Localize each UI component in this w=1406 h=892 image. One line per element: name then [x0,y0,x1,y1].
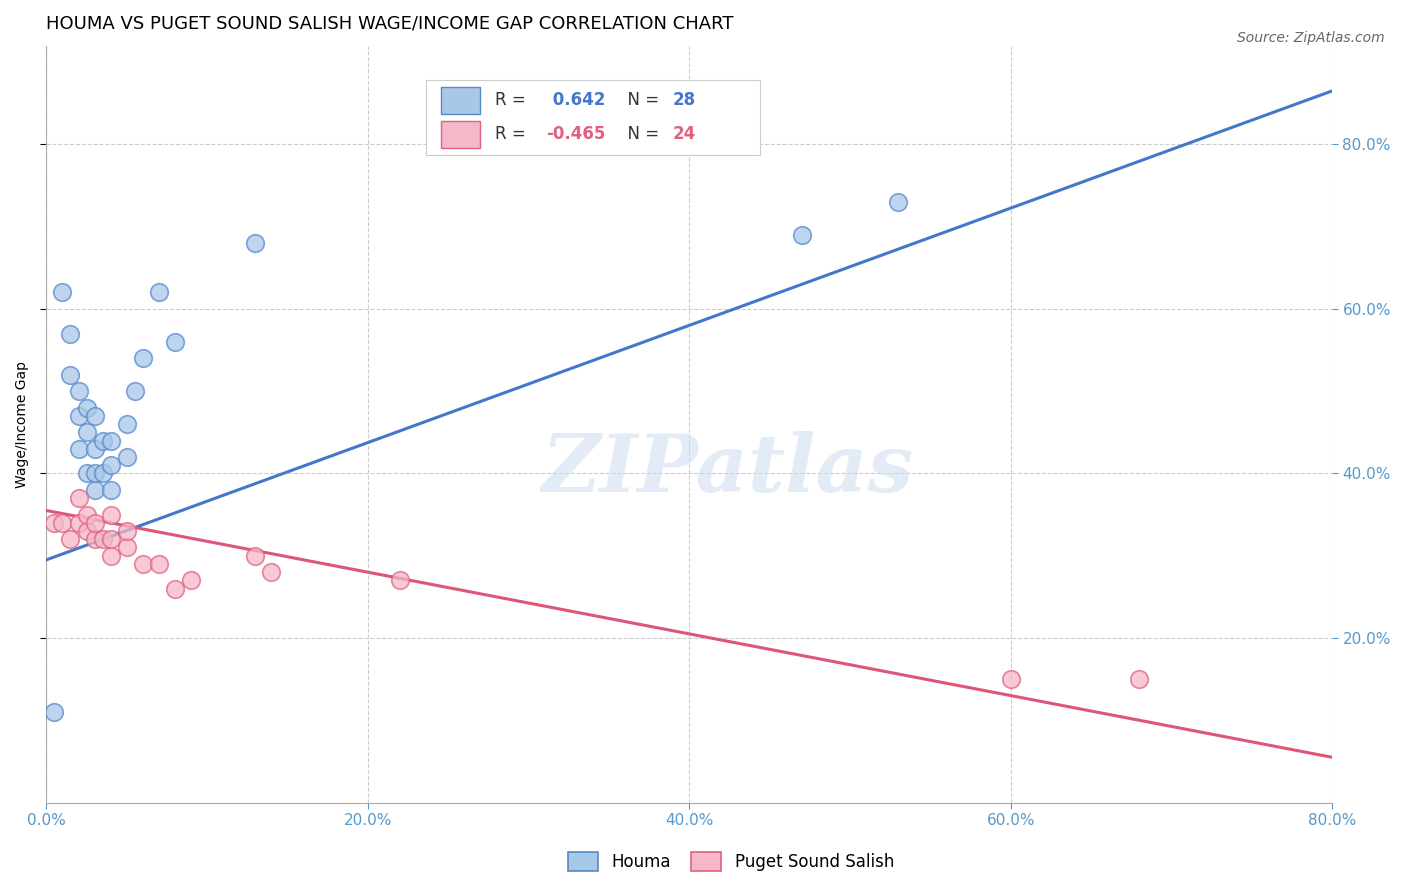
Text: 24: 24 [672,125,696,144]
FancyBboxPatch shape [426,79,759,155]
FancyBboxPatch shape [441,87,479,114]
Point [163,334,186,349]
Text: R =: R = [495,125,531,144]
Point [388,574,411,588]
Point [91,467,114,481]
Text: ZIPatlas: ZIPatlas [541,431,914,508]
Point [51,516,73,530]
Point [163,582,186,596]
Point [76,524,98,538]
Point [1128,672,1150,686]
Point [100,549,122,563]
Point [100,483,122,497]
Point [100,533,122,547]
Point [260,565,283,579]
Text: HOUMA VS PUGET SOUND SALISH WAGE/INCOME GAP CORRELATION CHART: HOUMA VS PUGET SOUND SALISH WAGE/INCOME … [46,15,734,33]
Point [59,368,82,382]
Point [44,516,66,530]
Point [59,326,82,341]
Point [91,533,114,547]
Text: N =: N = [617,91,665,109]
Point [148,557,170,571]
Point [91,434,114,448]
Text: -0.465: -0.465 [547,125,606,144]
Point [83,442,105,456]
Point [115,450,138,464]
Point [100,508,122,522]
Point [44,705,66,719]
Point [115,541,138,555]
Point [83,516,105,530]
Point [76,508,98,522]
FancyBboxPatch shape [441,120,479,148]
Point [245,236,267,251]
Point [132,557,155,571]
Point [245,549,267,563]
Text: N =: N = [617,125,665,144]
Text: 28: 28 [672,91,696,109]
Point [148,285,170,300]
Point [180,574,202,588]
Point [790,227,813,242]
Point [100,458,122,473]
Point [76,401,98,415]
Point [59,533,82,547]
Point [76,425,98,440]
Point [83,467,105,481]
Point [67,491,90,505]
Point [124,384,146,399]
Text: 0.642: 0.642 [547,91,605,109]
Point [67,442,90,456]
Point [51,285,73,300]
Point [67,384,90,399]
Point [67,409,90,423]
Legend: Houma, Puget Sound Salish: Houma, Puget Sound Salish [560,843,903,880]
Point [76,467,98,481]
Point [83,533,105,547]
Point [83,409,105,423]
Point [83,483,105,497]
Point [115,417,138,431]
Point [67,516,90,530]
Point [115,524,138,538]
Y-axis label: Wage/Income Gap: Wage/Income Gap [15,360,30,488]
Point [1000,672,1022,686]
Point [100,434,122,448]
Text: Source: ZipAtlas.com: Source: ZipAtlas.com [1237,31,1385,45]
Point [887,194,910,209]
Text: R =: R = [495,91,531,109]
Point [132,351,155,366]
